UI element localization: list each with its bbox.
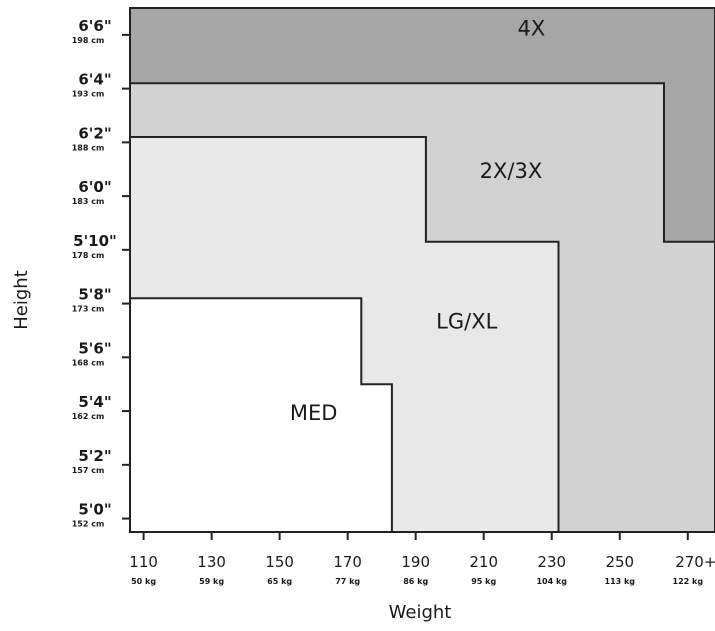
y-tick-sublabel: 162 cm (72, 412, 105, 421)
y-tick-label: 6'0" (78, 178, 111, 196)
y-tick-sublabel: 178 cm (72, 251, 105, 260)
region-label-lg-xl: LG/XL (436, 309, 497, 333)
y-tick-label: 5'4" (78, 393, 111, 411)
x-tick-label: 170 (333, 553, 362, 571)
y-tick-sublabel: 168 cm (72, 358, 105, 367)
x-tick-sublabel: 95 kg (471, 577, 496, 586)
y-tick-label: 6'6" (78, 17, 111, 35)
y-tick-label: 5'0" (78, 501, 111, 519)
x-tick-sublabel: 86 kg (403, 577, 428, 586)
y-tick-label: 5'10" (73, 232, 117, 250)
region-label-2x-3x: 2X/3X (480, 159, 543, 183)
region-med (129, 297, 393, 533)
x-tick-label: 130 (197, 553, 226, 571)
x-tick-label: 230 (537, 553, 566, 571)
x-tick-sublabel: 104 kg (536, 577, 567, 586)
x-tick-label: 250 (605, 553, 634, 571)
y-tick-label: 6'2" (78, 124, 111, 142)
x-tick-label: 190 (401, 553, 430, 571)
y-tick-sublabel: 152 cm (72, 520, 105, 529)
x-tick-sublabel: 65 kg (267, 577, 292, 586)
region-labels: 4X 2X/3X LG/XL MED (290, 16, 545, 424)
y-axis-title: Height (11, 270, 32, 330)
x-tick-label: 150 (265, 553, 294, 571)
x-tick-sublabel: 77 kg (335, 577, 360, 586)
x-tick-label: 210 (469, 553, 498, 571)
y-tick-label: 5'6" (78, 339, 111, 357)
x-axis: 110 50 kg 130 59 kg 150 65 kg 170 77 kg 190 86 kg… (129, 531, 715, 586)
region-label-med: MED (290, 401, 338, 425)
y-tick-sublabel: 173 cm (72, 305, 105, 314)
y-tick-label: 6'4" (78, 71, 111, 89)
x-tick-label: 110 (129, 553, 158, 571)
x-tick-sublabel: 50 kg (131, 577, 156, 586)
y-tick-sublabel: 193 cm (72, 90, 105, 99)
x-tick-sublabel: 122 kg (673, 577, 704, 586)
y-axis: 5'0"152 cm 5'2"157 cm 5'4"162 cm 5'6"168 cm… (72, 8, 131, 532)
y-tick-sublabel: 157 cm (72, 466, 105, 475)
x-tick-sublabel: 113 kg (605, 577, 636, 586)
x-tick-sublabel: 59 kg (199, 577, 224, 586)
y-tick-label: 5'2" (78, 447, 111, 465)
y-tick-sublabel: 183 cm (72, 197, 105, 206)
y-tick-sublabel: 188 cm (72, 143, 105, 152)
x-axis-title: Weight (389, 602, 452, 623)
size-regions (129, 7, 715, 533)
y-tick-label: 5'8" (78, 286, 111, 304)
y-tick-sublabel: 198 cm (72, 36, 105, 45)
x-tick-label: 270+ (675, 553, 715, 571)
region-label-4x: 4X (517, 16, 545, 40)
